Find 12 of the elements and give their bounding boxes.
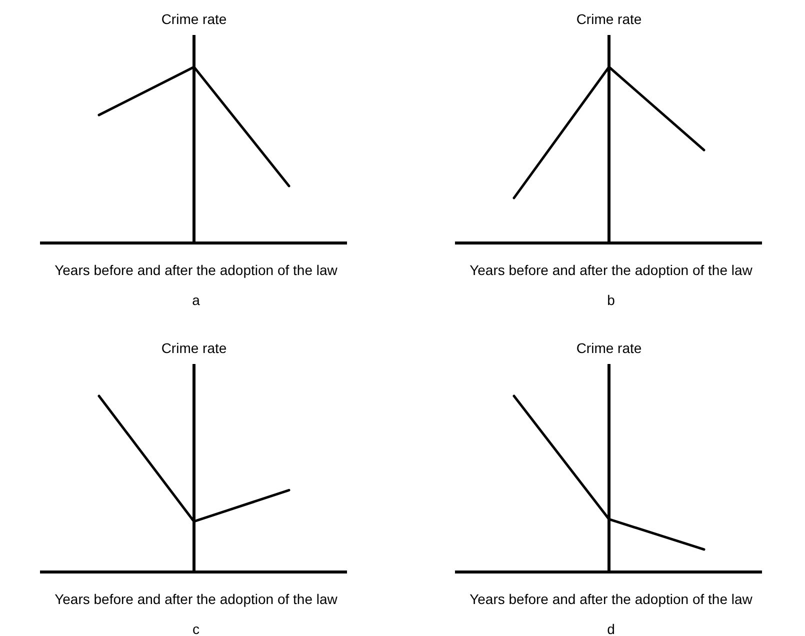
x-axis-title: Years before and after the adoption of the law [54, 591, 338, 607]
x-axis-title: Years before and after the adoption of the law [470, 262, 754, 278]
text: a [192, 292, 200, 308]
y-axis-title: Crime rate [161, 340, 227, 356]
x-axis-title: Years before and after the adoption of the law [54, 262, 338, 278]
y-axis-title: Crime rate [576, 340, 642, 356]
text: b [607, 292, 616, 308]
text: c [192, 621, 200, 636]
text: d [607, 621, 615, 636]
y-axis-title: Crime rate [161, 11, 227, 27]
x-axis-title: Years before and after the adoption of the law [470, 591, 754, 607]
y-axis-title: Crime rate [576, 11, 642, 27]
